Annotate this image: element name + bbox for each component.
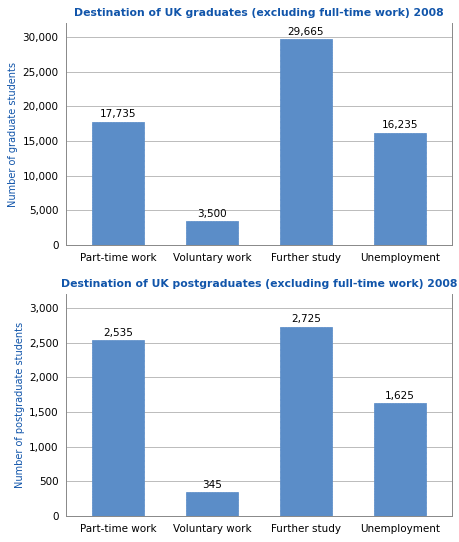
Bar	[373, 403, 425, 516]
Y-axis label: Number of postgraduate students: Number of postgraduate students	[15, 322, 25, 488]
Bar	[280, 40, 331, 245]
Text: 3,500: 3,500	[197, 209, 226, 218]
Bar	[186, 492, 237, 516]
Text: 29,665: 29,665	[287, 27, 324, 37]
Title: Destination of UK postgraduates (excluding full-time work) 2008: Destination of UK postgraduates (excludi…	[61, 279, 456, 289]
Title: Destination of UK graduates (excluding full-time work) 2008: Destination of UK graduates (excluding f…	[74, 8, 443, 18]
Text: 16,235: 16,235	[381, 120, 417, 130]
Bar	[280, 327, 331, 516]
Bar	[373, 133, 425, 245]
Bar	[92, 122, 144, 245]
Text: 2,535: 2,535	[103, 327, 133, 338]
Text: 17,735: 17,735	[100, 109, 136, 119]
Text: 2,725: 2,725	[291, 314, 320, 325]
Bar	[92, 340, 144, 516]
Text: 1,625: 1,625	[384, 391, 414, 401]
Bar	[186, 221, 237, 245]
Text: 345: 345	[202, 480, 221, 490]
Y-axis label: Number of graduate students: Number of graduate students	[8, 62, 18, 207]
